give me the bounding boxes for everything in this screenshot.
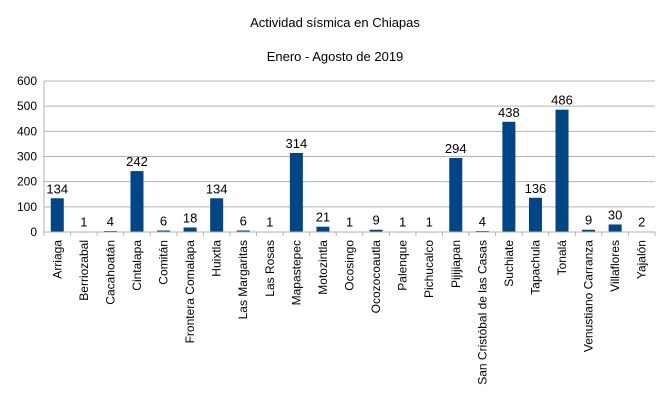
- y-tick-label: 500: [17, 99, 37, 113]
- x-axis: Arriaga Berriozabal Cacahoatán Cintalapa Com…: [43, 231, 656, 385]
- bar: [316, 226, 330, 232]
- x-tick-label: Frontera Comalapa: [183, 240, 197, 344]
- data-label: 242: [126, 154, 148, 169]
- data-label: 4: [107, 214, 114, 229]
- x-tick-label: Comitán: [157, 240, 171, 285]
- data-label: 438: [498, 105, 520, 120]
- data-label: 30: [608, 207, 622, 222]
- data-label: 9: [372, 213, 379, 228]
- bar: [369, 229, 383, 232]
- x-tick-label: Motozintla: [316, 240, 330, 295]
- bar: [582, 229, 596, 232]
- x-tick-label: Suchiate: [502, 240, 516, 287]
- bar: [608, 224, 622, 232]
- y-tick-label: 400: [17, 124, 37, 138]
- x-tick-label: San Cristóbal de las Casas: [475, 240, 489, 385]
- x-tick-label: Ocosingo: [343, 240, 357, 291]
- x-tick-label: Las Margaritas: [236, 240, 250, 319]
- bar: [236, 230, 250, 232]
- data-label: 294: [445, 141, 467, 156]
- data-labels: 134 1 4 242 6 18 134 6 1 314 21 1 9 1 1 294 4 438 136 486 9 3…: [46, 93, 645, 230]
- gridlines: [44, 80, 655, 233]
- x-tick-label: Las Rosas: [263, 240, 277, 297]
- bar: [555, 109, 569, 232]
- bar: [475, 230, 489, 232]
- data-label: 4: [479, 214, 486, 229]
- x-tick-label: Arriaga: [50, 240, 64, 279]
- bar: [449, 158, 463, 232]
- y-axis: 0 100 200 300 400 500 600: [17, 74, 45, 239]
- data-label: 1: [266, 215, 273, 230]
- bar: [528, 197, 542, 232]
- data-label: 6: [160, 213, 167, 228]
- bars: [50, 109, 649, 233]
- chart-title: Actividad sísmica en Chiapas: [250, 15, 420, 30]
- data-label: 6: [240, 213, 247, 228]
- y-tick-label: 300: [17, 150, 37, 164]
- data-label: 1: [399, 215, 406, 230]
- bar: [130, 171, 144, 232]
- x-tick-label: Pijijiapan: [449, 240, 463, 288]
- data-label: 1: [80, 215, 87, 230]
- data-label: 134: [46, 181, 68, 196]
- x-tick-label: Cintalapa: [130, 240, 144, 291]
- bar: [210, 198, 224, 232]
- x-tick-label: Mapastepec: [289, 240, 303, 305]
- data-label: 1: [346, 215, 353, 230]
- x-tick-label: Villaflores: [608, 240, 622, 292]
- x-tick-label: Ocozocoautla: [369, 240, 383, 314]
- data-label: 1: [426, 215, 433, 230]
- data-label: 2: [638, 214, 645, 229]
- x-tick-label: Berriozabal: [77, 240, 91, 301]
- y-tick-label: 0: [30, 225, 37, 239]
- bar: [502, 121, 516, 232]
- x-tick-label: Palenque: [396, 240, 410, 291]
- x-tick-label: Yajalón: [635, 240, 649, 279]
- data-label: 136: [525, 181, 547, 196]
- x-tick-label: Tonalá: [555, 240, 569, 276]
- data-label: 9: [585, 213, 592, 228]
- data-label: 134: [206, 181, 228, 196]
- chart-subtitle: Enero - Agosto de 2019: [267, 49, 404, 64]
- bar: [289, 152, 303, 232]
- bar: [50, 198, 64, 232]
- data-label: 21: [316, 210, 330, 225]
- x-tick-label: Venustiano Carranza: [582, 240, 596, 352]
- bar: [103, 230, 117, 232]
- y-tick-label: 100: [17, 200, 37, 214]
- y-tick-label: 600: [17, 74, 37, 88]
- bar: [183, 227, 197, 232]
- x-tick-label: Cacahoatán: [103, 240, 117, 305]
- y-tick-label: 200: [17, 175, 37, 189]
- bar: [157, 230, 171, 232]
- data-label: 314: [286, 136, 308, 151]
- x-tick-label: Pichucalco: [422, 240, 436, 298]
- data-label: 486: [551, 93, 573, 108]
- x-tick-label: Huixtla: [210, 240, 224, 277]
- x-tick-label: Tapachula: [528, 240, 542, 295]
- data-label: 18: [183, 210, 197, 225]
